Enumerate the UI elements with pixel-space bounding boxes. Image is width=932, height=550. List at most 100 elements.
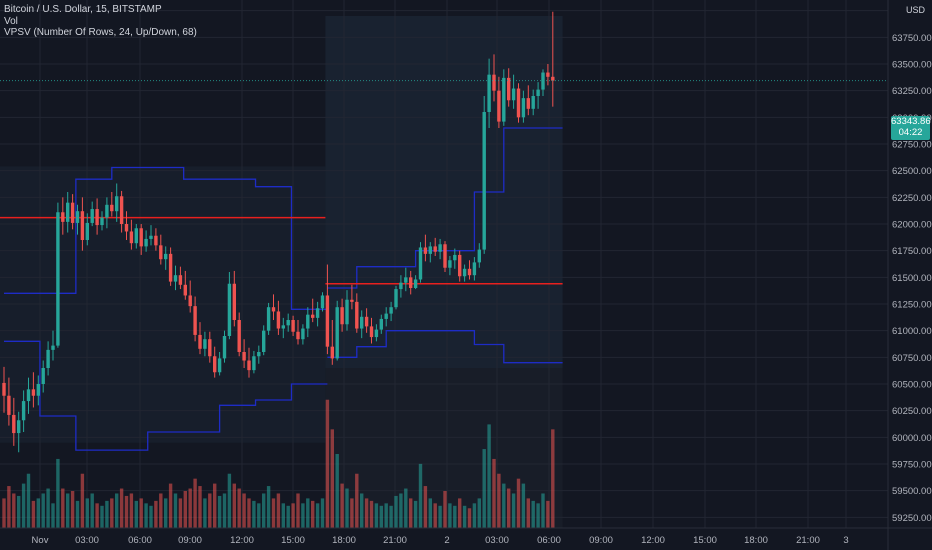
- volume-bar: [379, 505, 383, 528]
- volume-bar: [418, 463, 423, 528]
- x-tick-label: 12:00: [641, 535, 665, 546]
- volume-bar: [526, 498, 530, 528]
- volume-bar: [453, 505, 457, 528]
- candle-body: [257, 352, 261, 357]
- volume-bar: [389, 505, 393, 528]
- y-tick-label: 61250.00: [892, 300, 932, 311]
- volume-bar: [7, 486, 11, 528]
- volume-bar: [409, 498, 413, 528]
- candle-body: [247, 360, 251, 371]
- volume-bar: [222, 493, 227, 528]
- candle-body: [252, 356, 256, 371]
- volume-bar: [374, 503, 379, 528]
- volume-bar: [360, 493, 364, 528]
- volume-bar: [66, 493, 70, 528]
- candle-body: [31, 389, 36, 396]
- candle-body: [443, 244, 447, 268]
- y-tick-label: 62750.00: [892, 140, 932, 151]
- x-tick-label: 03:00: [75, 535, 99, 546]
- volume-bar: [462, 505, 467, 528]
- volume-bar: [497, 473, 501, 528]
- x-tick-label: 09:00: [589, 535, 613, 546]
- volume-bar: [129, 493, 134, 528]
- volume-bar: [124, 495, 129, 528]
- candle-body: [536, 89, 540, 96]
- candle-body: [276, 311, 281, 329]
- candle-body: [433, 246, 437, 252]
- candle-body: [12, 414, 16, 434]
- candle-body: [56, 212, 60, 346]
- volume-bar: [36, 498, 40, 528]
- volume-bar: [355, 473, 359, 528]
- candle-body: [389, 307, 393, 314]
- candle-body: [46, 349, 50, 368]
- y-tick-label: 60000.00: [892, 433, 932, 444]
- profile-line: [4, 340, 328, 451]
- candle-body: [105, 204, 109, 218]
- candle-body: [154, 235, 158, 246]
- candle-body: [330, 346, 334, 359]
- candle-body: [178, 275, 183, 285]
- candle-body: [526, 98, 530, 109]
- volume-bar: [198, 486, 202, 528]
- candle-body: [379, 318, 383, 330]
- candle-body: [384, 313, 388, 319]
- volume-bar: [178, 498, 183, 528]
- x-tick-label: 3: [843, 535, 848, 546]
- volume-bar: [183, 491, 187, 528]
- candle-body: [7, 395, 11, 415]
- candle-body: [168, 253, 173, 282]
- candle-body: [85, 222, 89, 240]
- volume-bar: [458, 498, 462, 528]
- candle-body: [521, 98, 526, 118]
- volume-bar: [115, 493, 119, 528]
- volume-bar: [511, 493, 516, 528]
- candle-body: [198, 334, 202, 349]
- volume-bar: [330, 429, 334, 528]
- candle-body: [472, 262, 477, 276]
- y-tick-label: 61750.00: [892, 246, 932, 257]
- volume-bar: [46, 488, 50, 528]
- volume-bar: [262, 493, 266, 528]
- candle-body: [409, 277, 413, 288]
- x-tick-label: 15:00: [281, 535, 305, 546]
- volume-study-label[interactable]: Vol: [4, 15, 18, 27]
- candle-body: [80, 211, 85, 240]
- volume-bar: [100, 505, 104, 528]
- candle-body: [139, 228, 143, 247]
- volume-bar: [173, 493, 178, 528]
- candle-body: [497, 90, 501, 122]
- volume-bar: [247, 498, 251, 528]
- volume-bar: [242, 493, 246, 528]
- volume-bar: [159, 493, 163, 528]
- candle-body: [115, 196, 119, 212]
- volume-bar: [257, 503, 261, 528]
- candle-body: [70, 202, 75, 223]
- candle-body: [237, 320, 241, 352]
- candle-body: [404, 277, 408, 283]
- candle-body: [119, 196, 124, 224]
- candle-body: [345, 299, 349, 325]
- volume-bar: [2, 498, 6, 528]
- volume-bar: [404, 488, 408, 528]
- candle-body: [134, 228, 138, 244]
- volume-bar: [41, 493, 45, 528]
- volume-bar: [551, 429, 555, 528]
- x-tick-label: 06:00: [128, 535, 152, 546]
- candle-body: [296, 331, 300, 340]
- candle-body: [306, 314, 310, 329]
- volume-bar: [208, 493, 212, 528]
- candle-body: [369, 326, 374, 338]
- y-tick-label: 63250.00: [892, 86, 932, 97]
- volume-bar: [217, 495, 222, 528]
- candle-body: [159, 245, 163, 260]
- symbol-title[interactable]: Bitcoin / U.S. Dollar, 15, BITSTAMP: [4, 4, 162, 15]
- volume-bar: [203, 498, 207, 528]
- candle-body: [36, 384, 40, 396]
- vpsv-study-label[interactable]: VPSV (Number Of Rows, 24, Up/Down, 68): [4, 27, 197, 38]
- candle-body: [492, 74, 496, 91]
- y-tick-label: 62250.00: [892, 193, 932, 204]
- chart-legend: Bitcoin / U.S. Dollar, 15, BITSTAMP Vol …: [4, 4, 197, 39]
